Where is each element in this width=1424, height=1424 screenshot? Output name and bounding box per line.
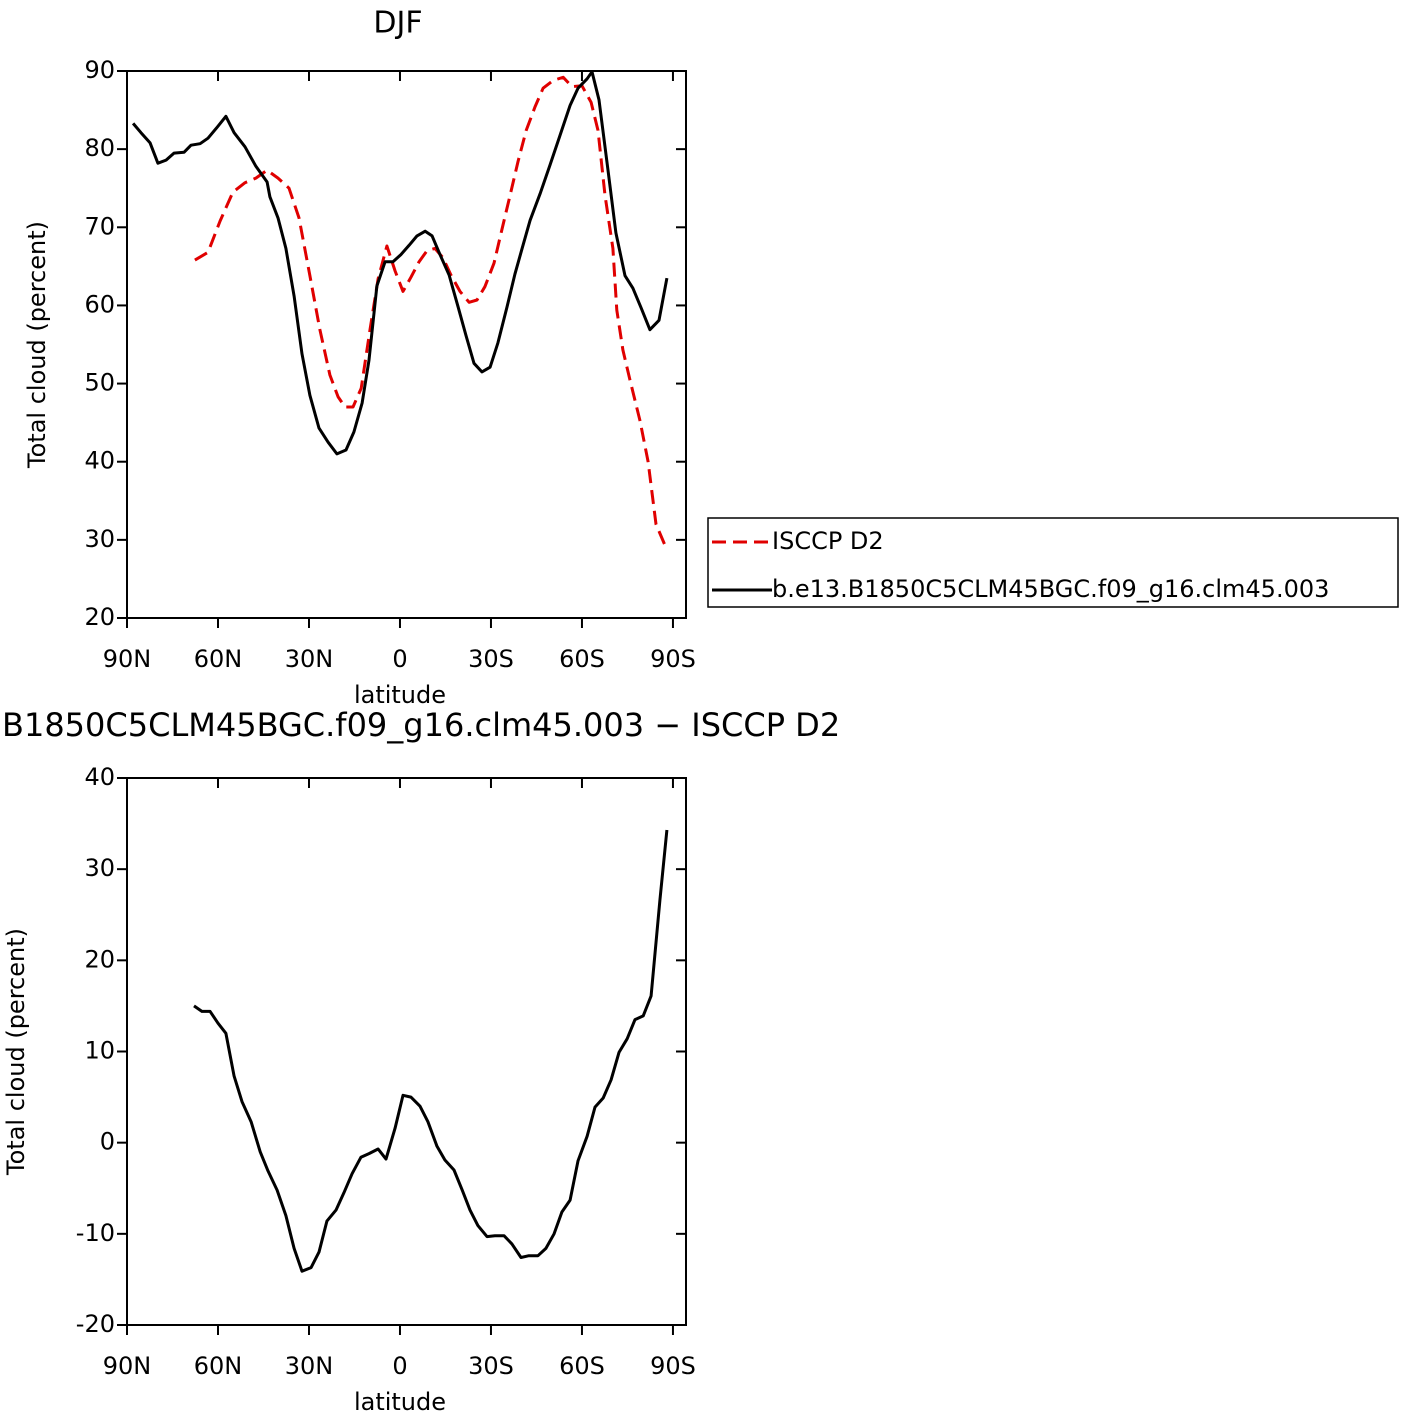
y-tick-label: 80: [84, 134, 115, 162]
y-tick-label: 20: [84, 603, 115, 631]
x-tick-label: 30S: [468, 645, 514, 673]
x-tick-label: 30N: [285, 1352, 334, 1380]
x-tick-label: 60S: [559, 645, 605, 673]
y-tick-label: 60: [84, 290, 115, 318]
y-axis-label: Total cloud (percent): [23, 221, 51, 469]
y-tick-label: 0: [100, 1128, 115, 1156]
y-tick-label: 40: [84, 763, 115, 791]
legend-label: ISCCP D2: [772, 527, 884, 555]
x-axis-label: latitude: [354, 681, 446, 709]
y-tick-label: 10: [84, 1037, 115, 1065]
x-tick-label: 30S: [468, 1352, 514, 1380]
plot-frame: [126, 777, 687, 1326]
plot-frame: [126, 70, 687, 619]
y-tick-label: -10: [76, 1219, 115, 1247]
legend-box: [707, 517, 1399, 608]
y-tick-label: 30: [84, 525, 115, 553]
legend-label: b.e13.B1850C5CLM45BGC.f09_g16.clm45.003: [772, 575, 1329, 603]
x-tick-label: 60S: [559, 1352, 605, 1380]
y-axis-label: Total cloud (percent): [2, 928, 30, 1176]
x-tick-label: 60N: [194, 1352, 243, 1380]
y-tick-label: 40: [84, 447, 115, 475]
y-tick-label: 50: [84, 369, 115, 397]
y-tick-label: -20: [76, 1310, 115, 1338]
x-tick-label: 90S: [650, 645, 696, 673]
y-tick-label: 20: [84, 945, 115, 973]
series-line: [194, 75, 668, 549]
chart-title: DJF: [373, 6, 422, 41]
y-tick-label: 90: [84, 56, 115, 84]
x-tick-label: 30N: [285, 645, 334, 673]
x-tick-label: 90S: [650, 1352, 696, 1380]
y-tick-label: 70: [84, 212, 115, 240]
x-tick-label: 90N: [103, 1352, 152, 1380]
x-tick-label: 60N: [194, 645, 243, 673]
x-axis-label: latitude: [354, 1388, 446, 1416]
x-tick-label: 0: [392, 1352, 407, 1380]
chart-title: B1850C5CLM45BGC.f09_g16.clm45.003 − ISCC…: [2, 706, 840, 744]
x-tick-label: 0: [392, 645, 407, 673]
y-tick-label: 30: [84, 854, 115, 882]
x-tick-label: 90N: [103, 645, 152, 673]
series-line: [193, 829, 669, 1273]
series-line: [131, 70, 669, 456]
